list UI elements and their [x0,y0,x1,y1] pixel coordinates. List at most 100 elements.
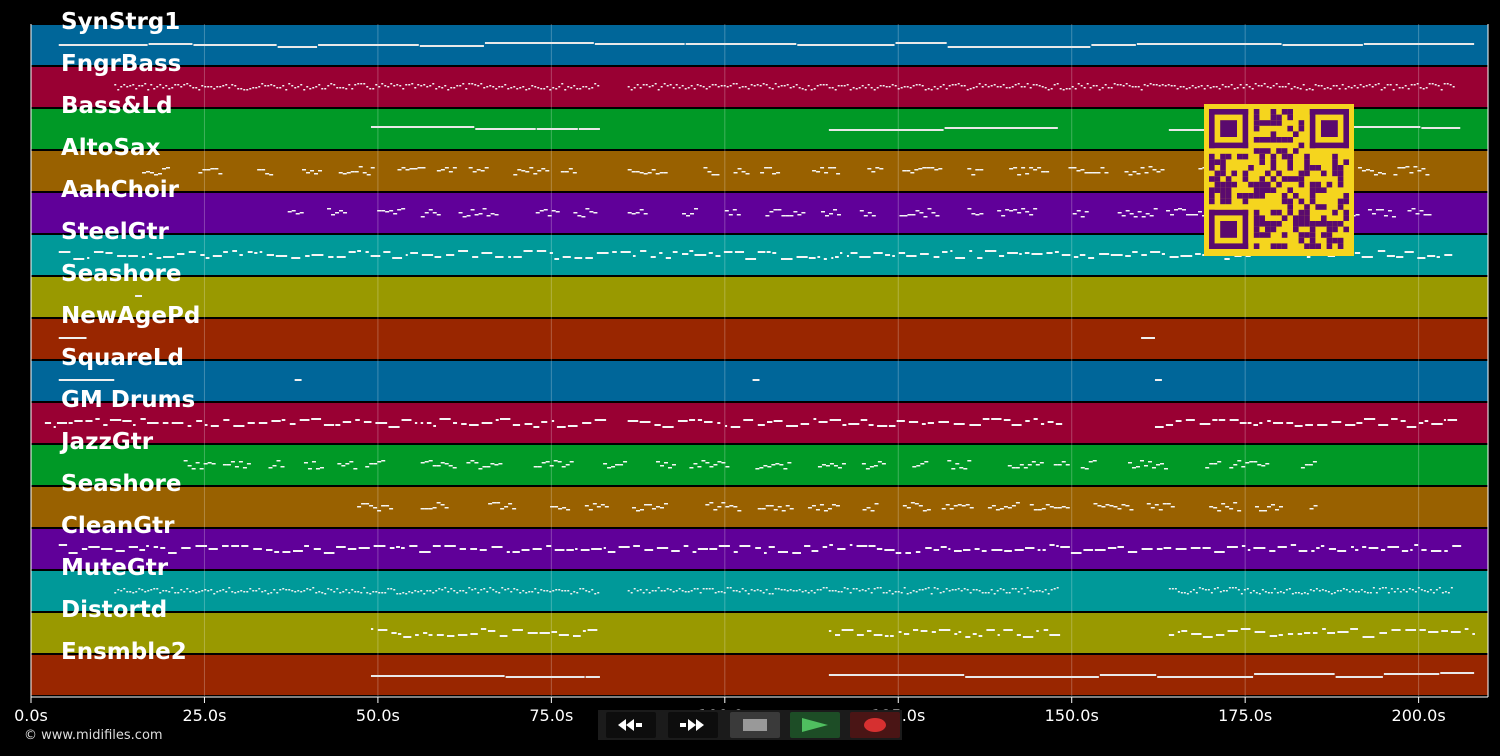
note-mark [1240,593,1243,595]
note-mark [261,169,266,171]
note-mark [1233,464,1238,466]
qr-module [1265,232,1271,238]
note-mark [321,592,324,594]
note-mark [1127,462,1132,464]
qr-module [1225,198,1232,205]
note-mark [612,251,617,253]
note-mark [132,84,135,86]
note-mark [837,548,846,550]
note-mark [285,89,288,91]
note-mark [1304,632,1311,634]
note-mark [1032,84,1035,86]
note-mark [1164,85,1167,87]
note-mark [1327,591,1330,593]
note-mark [210,86,213,88]
note-mark [555,589,558,591]
note-mark [647,172,652,174]
note-mark [1324,590,1327,592]
note-mark [1263,83,1266,85]
note-mark [311,418,322,420]
qr-module [1265,221,1271,227]
rewind-button[interactable] [606,712,656,738]
note-mark [655,173,660,175]
note-mark [438,86,441,88]
note-mark [915,591,918,593]
note-mark [510,87,513,89]
note-mark [1320,85,1323,87]
note-mark [355,419,360,421]
note-mark [222,85,225,87]
note-mark [1224,86,1227,88]
note-mark [1053,507,1058,509]
note-mark [462,216,467,218]
note-mark [405,84,408,86]
note-mark [870,592,873,594]
note-mark [1035,84,1038,86]
note-mark [452,467,457,469]
note-mark [186,83,189,85]
note-mark [1391,629,1401,631]
fast-forward-button[interactable] [668,712,718,738]
note-mark [474,214,479,216]
note-mark [564,590,567,592]
note-mark [927,208,932,210]
note-mark [417,591,420,593]
note-mark [663,590,666,592]
note-mark [44,422,52,424]
qr-module [1326,221,1333,227]
note-mark [420,508,425,510]
note-mark [369,463,374,465]
note-mark [1389,84,1392,86]
note-mark [723,85,726,87]
note-mark [318,170,323,172]
note-mark [166,167,171,169]
note-mark [702,588,705,590]
note-mark [1109,505,1114,507]
note-mark [881,463,886,465]
note-mark [1095,85,1098,87]
note-mark [864,87,867,89]
note-mark [1140,89,1143,91]
note-mark [867,84,870,86]
play-button[interactable] [790,712,840,738]
note-mark [774,83,777,85]
note-mark [429,590,432,592]
note-mark [888,86,891,88]
note-mark [342,173,347,175]
note-mark [313,548,321,550]
note-mark [591,548,602,550]
note-mark [684,591,687,593]
note-mark [971,174,976,176]
note-mark [1404,251,1414,253]
note-mark [543,590,546,592]
note-mark [508,503,513,505]
note-mark [330,589,333,591]
note-mark [780,258,793,260]
note-mark [1377,172,1382,174]
note-mark [750,589,753,591]
note-mark [1317,424,1328,426]
record-button[interactable] [850,712,900,738]
note-mark [1308,464,1313,466]
note-mark [1410,549,1413,551]
note-mark [537,87,540,89]
note-mark [1287,633,1294,635]
note-mark [822,84,825,86]
stop-button[interactable] [730,712,780,738]
note-mark [639,172,644,174]
note-mark [1229,467,1234,469]
note-mark [438,588,441,590]
note-mark [950,250,953,252]
note-mark [915,210,920,212]
note-mark [935,215,940,217]
note-mark [486,591,489,593]
qr-module [1287,209,1293,216]
time-tick-label: 0.0s [14,706,48,725]
note-mark [1062,89,1065,91]
note-mark [861,85,864,87]
note-mark [534,86,537,88]
note-mark [572,635,581,637]
note-mark [744,86,747,88]
note-mark [1068,88,1071,90]
note-mark [85,420,93,422]
